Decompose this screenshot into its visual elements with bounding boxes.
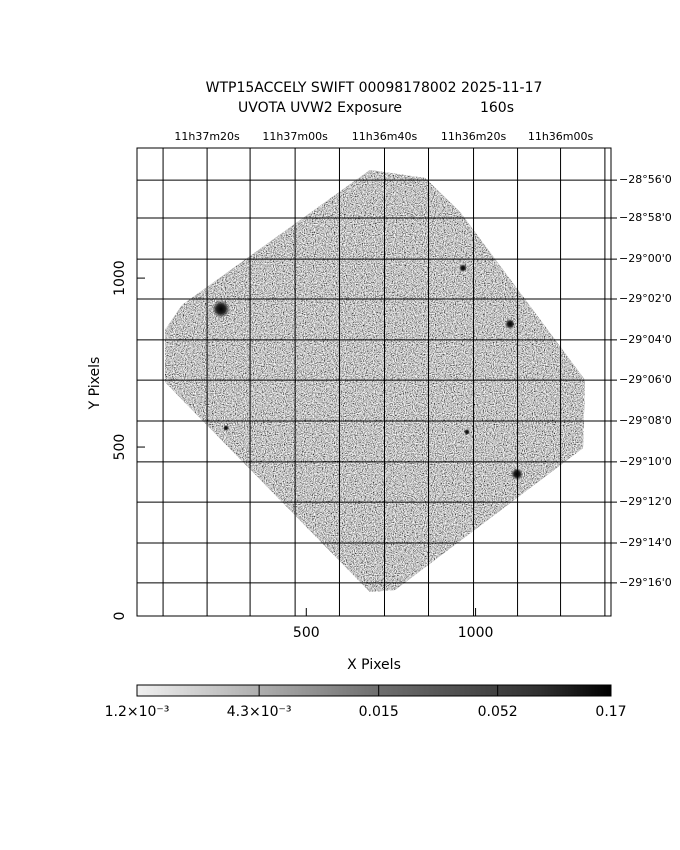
dec-tick-label: −29°06'0	[619, 373, 672, 386]
y-axis-label: Y Pixels	[87, 357, 103, 411]
dec-tick-label: −28°56'0	[619, 173, 672, 186]
dec-tick-label: −29°12'0	[619, 495, 672, 508]
dec-tick-label: −29°10'0	[619, 455, 672, 468]
ra-tick-label: 11h36m20s	[441, 130, 507, 143]
ra-tick-label: 11h37m00s	[262, 130, 328, 143]
dec-tick-label: −29°02'0	[619, 292, 672, 305]
colorbar	[136, 684, 612, 697]
dec-tick-label: −29°04'0	[619, 333, 672, 346]
title: WTP15ACCELY SWIFT 00098178002 2025-11-17	[206, 80, 543, 96]
ra-tick-label: 11h36m00s	[528, 130, 594, 143]
colorbar-tick-label: 0.052	[478, 704, 518, 720]
dec-tick-label: −29°14'0	[619, 536, 672, 549]
colorbar-tick-label: 0.17	[595, 704, 626, 720]
ra-tick-label: 11h37m20s	[174, 130, 240, 143]
y-tick-label: 500	[112, 434, 128, 461]
x-tick-label: 1000	[458, 625, 494, 641]
dec-tick-label: −29°08'0	[619, 414, 672, 427]
dec-tick-label: −29°00'0	[619, 252, 672, 265]
colorbar-tick-label: 0.015	[359, 704, 399, 720]
plot-frame	[136, 147, 612, 617]
colorbar-tick-label: 4.3×10⁻³	[227, 704, 292, 720]
x-axis-label: X Pixels	[347, 657, 401, 673]
wcs-grid	[137, 148, 617, 616]
subtitle: UVOTA UVW2 Exposure	[238, 100, 402, 116]
dec-tick-label: −28°58'0	[619, 211, 672, 224]
x-tick-label: 500	[293, 625, 320, 641]
exposure: 160s	[480, 100, 514, 116]
ra-tick-label: 11h36m40s	[352, 130, 418, 143]
dec-tick-label: −29°16'0	[619, 576, 672, 589]
y-tick-label: 0	[112, 612, 128, 621]
colorbar-tick-label: 1.2×10⁻³	[105, 704, 170, 720]
y-tick-label: 1000	[112, 260, 128, 296]
